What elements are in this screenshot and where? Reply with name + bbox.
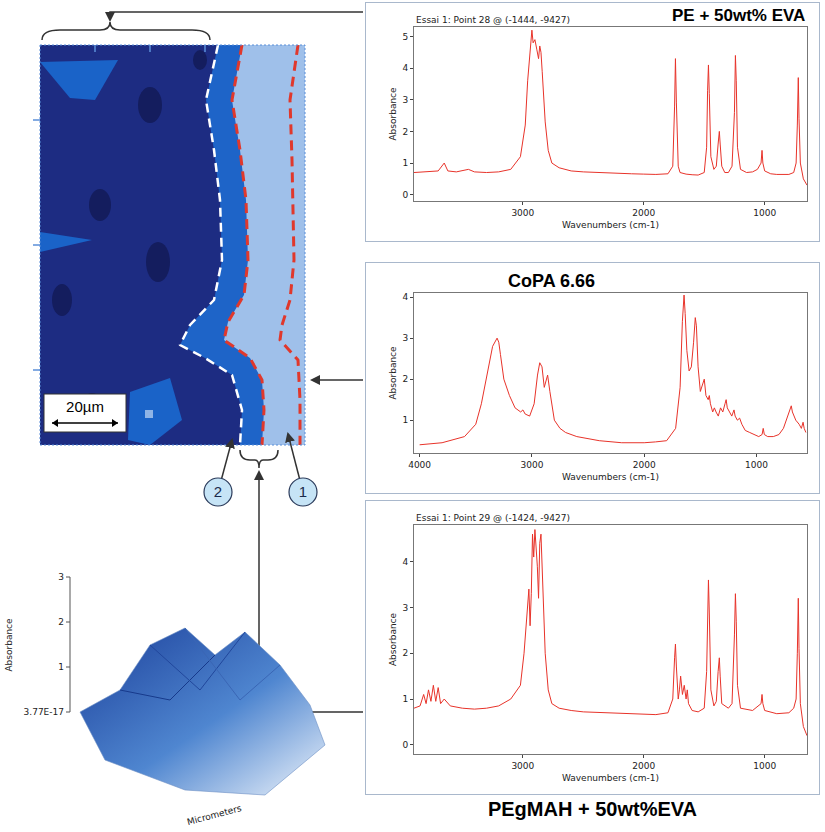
- svg-text:4: 4: [402, 63, 408, 73]
- svg-text:2: 2: [214, 483, 222, 500]
- svg-text:4000: 4000: [408, 460, 431, 470]
- svg-text:3.77E-17: 3.77E-17: [24, 707, 64, 717]
- svg-text:Absorbance: Absorbance: [4, 618, 14, 672]
- svg-text:2000: 2000: [632, 208, 655, 218]
- svg-text:PE + 50wt% EVA: PE + 50wt% EVA: [672, 6, 805, 25]
- svg-text:1000: 1000: [745, 460, 768, 470]
- svg-text:20µm: 20µm: [66, 398, 104, 415]
- svg-text:4: 4: [402, 557, 408, 567]
- svg-text:3: 3: [402, 333, 408, 343]
- svg-text:Absorbance: Absorbance: [388, 346, 398, 400]
- svg-text:3: 3: [402, 95, 408, 105]
- svg-text:3: 3: [58, 572, 64, 582]
- svg-text:Essai 1: Point 28 @ (-1444, -9: Essai 1: Point 28 @ (-1444, -9427): [416, 15, 570, 25]
- svg-text:1: 1: [299, 483, 307, 500]
- svg-text:1: 1: [402, 158, 408, 168]
- svg-text:Wavenumbers (cm-1): Wavenumbers (cm-1): [562, 472, 659, 482]
- svg-text:1: 1: [402, 694, 408, 704]
- svg-text:1000: 1000: [753, 208, 776, 218]
- svg-text:2: 2: [402, 374, 408, 384]
- svg-text:2: 2: [58, 617, 64, 627]
- svg-text:Wavenumbers (cm-1): Wavenumbers (cm-1): [562, 220, 659, 230]
- svg-text:2000: 2000: [632, 761, 655, 771]
- svg-text:Micrometers: Micrometers: [186, 803, 243, 827]
- svg-text:0: 0: [402, 740, 408, 750]
- svg-text:1: 1: [402, 415, 408, 425]
- svg-text:3: 3: [402, 603, 408, 613]
- svg-text:CoPA 6.66: CoPA 6.66: [508, 271, 595, 291]
- svg-text:Absorbance: Absorbance: [388, 612, 398, 666]
- svg-text:5: 5: [402, 32, 408, 42]
- svg-text:1000: 1000: [753, 761, 776, 771]
- svg-text:2: 2: [402, 648, 408, 658]
- svg-text:3000: 3000: [511, 761, 534, 771]
- svg-text:4: 4: [402, 292, 408, 302]
- svg-text:1: 1: [58, 662, 64, 672]
- svg-text:Essai 1: Point 29 @ (-1424, -9: Essai 1: Point 29 @ (-1424, -9427): [416, 513, 570, 523]
- svg-text:0: 0: [402, 190, 408, 200]
- html-text:PEgMAH + 50wt%EVA: PEgMAH + 50wt%EVA: [487, 798, 698, 820]
- svg-text:Wavenumbers (cm-1): Wavenumbers (cm-1): [562, 773, 659, 783]
- svg-text:2000: 2000: [633, 460, 656, 470]
- svg-text:Absorbance: Absorbance: [388, 87, 398, 141]
- svg-text:3000: 3000: [511, 208, 534, 218]
- svg-text:3000: 3000: [520, 460, 543, 470]
- svg-text:2: 2: [402, 127, 408, 137]
